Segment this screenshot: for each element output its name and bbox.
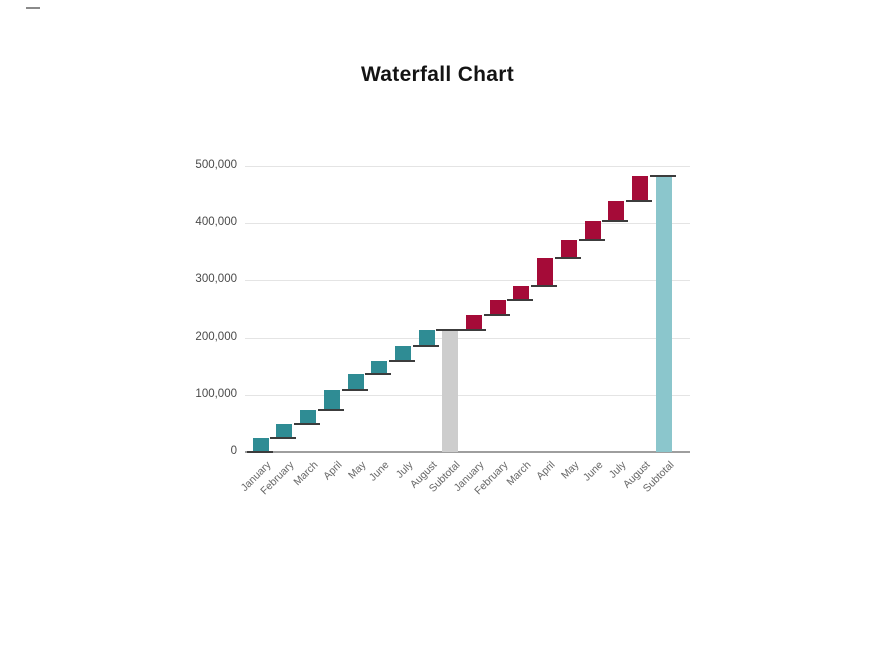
connector-tick-june-g1 [365, 372, 392, 375]
connector-tick-july-g2 [602, 219, 629, 222]
bar-august-g2 [631, 176, 648, 202]
bar-july-g1 [394, 346, 411, 362]
bar-may-g1 [347, 373, 364, 391]
screen-edge-artifact [26, 7, 40, 9]
bar-april-g1 [323, 390, 340, 411]
connector-tick-august-g2 [625, 200, 652, 203]
y-axis-tick-label-400000: 400,000 [195, 216, 237, 229]
bar-june-g1 [371, 361, 388, 374]
connector-tick-august-g1 [412, 345, 439, 348]
bar-subtotal-g2 [655, 176, 672, 452]
gridline-200000 [245, 337, 690, 339]
bar-may-g2 [560, 240, 577, 259]
gridline-500000 [245, 166, 690, 167]
connector-tick-march-g2 [507, 299, 534, 302]
bar-subtotal-g1 [442, 330, 459, 452]
connector-tick-subtotal-g2 [649, 175, 676, 177]
connector-tick-january-g2 [460, 329, 486, 332]
connector-tick-march-g1 [294, 423, 321, 426]
x-axis-baseline [245, 451, 690, 453]
y-axis-tick-label-300000: 300,000 [195, 273, 237, 286]
bar-march-g2 [513, 286, 530, 301]
bar-february-g2 [489, 300, 506, 316]
plot-area: 0 100,000 200,000 300,000 400,000 500,000 Janu… [195, 159, 690, 497]
bar-june-g2 [584, 220, 601, 241]
connector-tick-may-g2 [554, 257, 581, 260]
y-axis-tick-label-100000: 100,000 [195, 387, 237, 400]
connector-tick-january-g1 [246, 451, 273, 453]
connector-tick-april-g2 [531, 285, 558, 288]
connector-tick-april-g1 [317, 409, 344, 412]
connector-tick-february-g2 [483, 314, 510, 317]
bar-march-g1 [300, 410, 317, 425]
bar-august-g1 [418, 330, 435, 347]
bar-january-g1 [252, 437, 269, 452]
bar-july-g2 [608, 201, 625, 221]
connector-tick-june-g2 [578, 239, 605, 242]
gridline-400000 [245, 223, 690, 225]
bar-january-g2 [466, 315, 482, 331]
y-axis-tick-label-200000: 200,000 [195, 330, 237, 343]
bar-april-g2 [537, 258, 554, 287]
connector-tick-july-g1 [388, 360, 415, 363]
connector-tick-may-g1 [341, 389, 368, 392]
bar-february-g1 [276, 424, 293, 438]
y-axis-tick-label-500000: 500,000 [195, 159, 237, 171]
chart-title: Waterfall Chart [360, 63, 515, 86]
gridline-300000 [245, 280, 690, 282]
gridline-100000 [245, 394, 690, 396]
connector-tick-february-g1 [270, 436, 297, 439]
y-axis-tick-label-0: 0 [230, 445, 237, 457]
connector-tick-subtotal-g1 [436, 329, 463, 332]
